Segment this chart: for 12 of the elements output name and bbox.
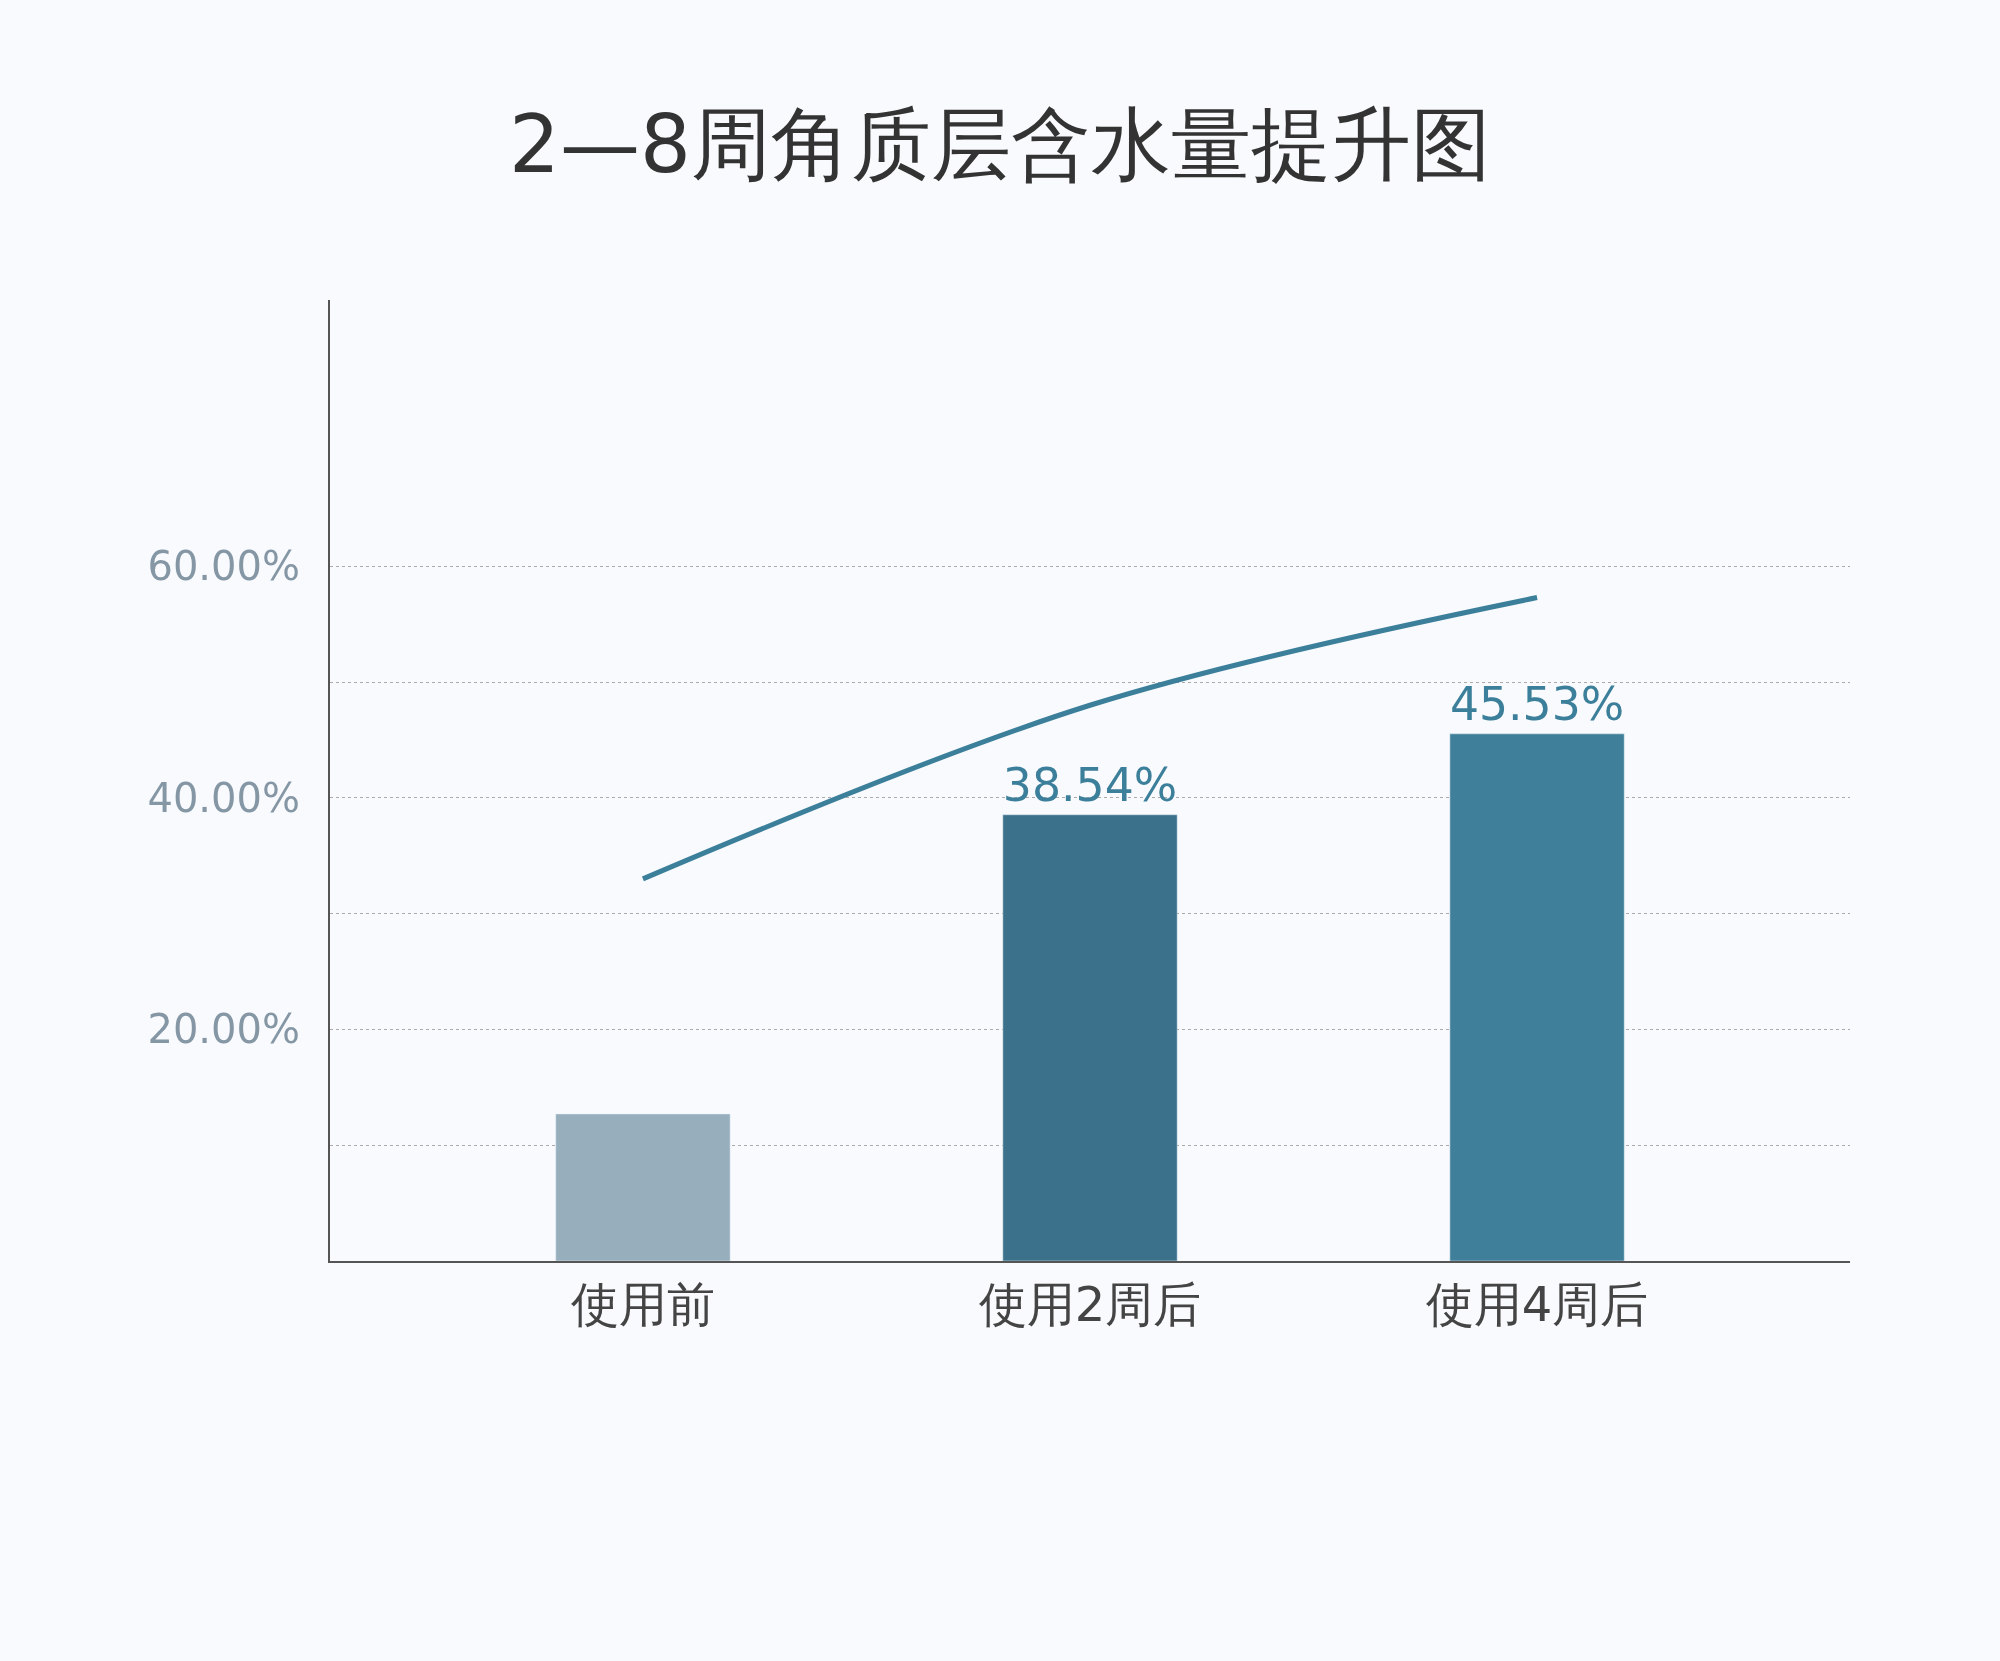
x-tick-label: 使用4周后 [1425,1275,1649,1332]
bar [1449,733,1625,1261]
data-label: 38.54% [1002,759,1178,813]
data-label: 45.53% [1449,678,1625,732]
y-tick-label: 20.00% [147,1006,300,1053]
y-tick-label: 40.00% [147,774,300,821]
bar [555,1113,731,1261]
chart-title: 2—8周角质层含水量提升图 [509,98,1491,192]
x-tick-label: 使用2周后 [978,1275,1202,1332]
bar [1002,814,1178,1261]
y-tick-label: 60.00% [147,543,300,590]
x-tick-label: 使用前 [570,1275,715,1332]
